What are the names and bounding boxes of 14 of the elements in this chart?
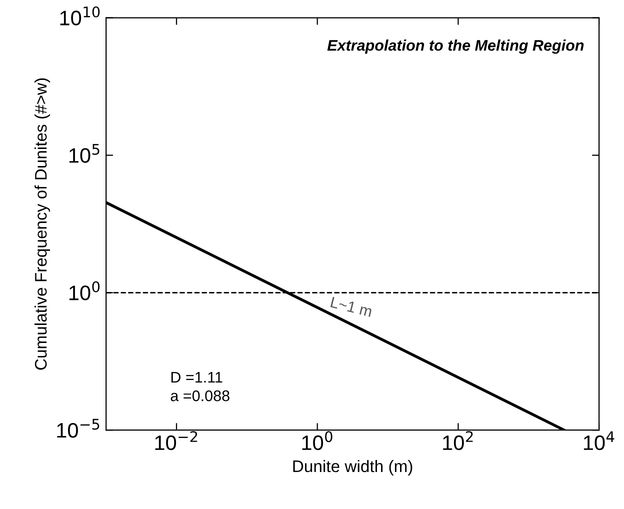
x-tick-label: 10$^{4}$ <box>584 431 614 450</box>
y-tick-label: 10$^{−5}$ <box>57 418 100 438</box>
annotation: L~1 m <box>330 296 372 317</box>
x-tick-label: 10$^{2}$ <box>443 431 473 450</box>
x-tick-label: 10$^{0}$ <box>302 431 332 450</box>
y-tick-label: 10$^{10}$ <box>60 6 100 26</box>
y-axis-title: Cumulative Frequency of Dunites (#>w) <box>34 78 50 370</box>
y-tick-label: 10$^{0}$ <box>69 281 100 300</box>
annotation: D =1.11 <box>171 372 222 383</box>
annotation: Extrapolation to the Melting Region <box>327 40 584 54</box>
annotation: a =0.088 <box>170 390 230 402</box>
y-tick-label: 10$^{5}$ <box>69 144 100 163</box>
x-axis-title: Dunite width (m) <box>293 460 412 476</box>
x-tick-label: 10$^{−2}$ <box>155 431 198 450</box>
